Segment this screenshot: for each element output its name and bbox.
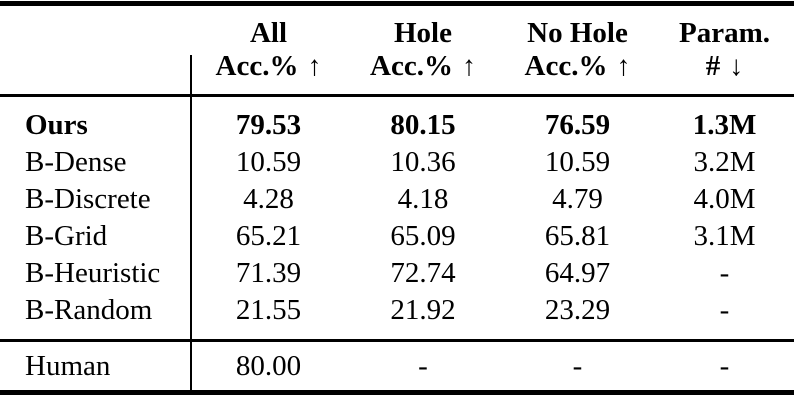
- row-b-random: B-Random 21.55 21.92 23.29 -: [0, 292, 794, 329]
- cell-no-hole-acc: -: [572, 349, 583, 382]
- row-b-discrete: B-Discrete 4.28 4.18 4.79 4.0M: [0, 181, 794, 218]
- cell-param-count: 3.2M: [693, 146, 756, 178]
- row-label: B-Grid: [25, 220, 108, 252]
- cell-no-hole-acc: 10.59: [544, 146, 611, 178]
- up-arrow-icon: ↑: [307, 51, 322, 82]
- row-human: Human 80.00 - - -: [0, 342, 794, 390]
- cell-hole-acc: 10.36: [390, 146, 456, 178]
- cell-hole-acc: 80.15: [390, 109, 456, 141]
- cell-all-acc: 65.21: [235, 220, 302, 252]
- down-arrow-icon: ↓: [729, 51, 744, 82]
- cell-param-count: 3.1M: [693, 220, 756, 252]
- column-subtitle: Acc.% ↑: [216, 50, 322, 83]
- row-label: Ours: [25, 109, 88, 141]
- row-b-grid: B-Grid 65.21 65.09 65.81 3.1M: [0, 218, 794, 255]
- cell-hole-acc: 72.74: [390, 257, 456, 289]
- cell-hole-acc: 21.92: [390, 294, 456, 326]
- cell-no-hole-acc: 76.59: [544, 109, 611, 141]
- header-column-hole: Hole Acc.% ↑: [346, 6, 500, 94]
- cell-param-count: 1.3M: [692, 109, 757, 141]
- row-label: Human: [25, 349, 111, 382]
- row-label: B-Heuristic: [25, 257, 161, 289]
- cell-all-acc: 21.55: [235, 294, 302, 326]
- header-divider-rule: [0, 94, 794, 97]
- cell-no-hole-acc: 23.29: [544, 294, 611, 326]
- metric-label: Acc.%: [524, 50, 608, 82]
- cell-all-acc: 4.28: [243, 183, 294, 215]
- row-label: B-Discrete: [25, 183, 151, 215]
- bottom-border-rule: [0, 390, 794, 395]
- cell-param-count: -: [719, 294, 730, 326]
- row-b-heuristic: B-Heuristic 71.39 72.74 64.97 -: [0, 255, 794, 292]
- row-b-dense: B-Dense 10.59 10.36 10.59 3.2M: [0, 144, 794, 181]
- header-column-param: Param. # ↓: [655, 6, 794, 94]
- row-ours: Ours 79.53 80.15 76.59 1.3M: [0, 107, 794, 144]
- up-arrow-icon: ↑: [461, 51, 476, 82]
- column-title: Param.: [679, 17, 770, 49]
- metric-label: Acc.%: [370, 50, 453, 82]
- column-title: All: [249, 17, 288, 49]
- row-label: B-Dense: [25, 146, 127, 178]
- cell-param-count: 4.0M: [693, 183, 756, 215]
- header-column-all: All Acc.% ↑: [191, 6, 346, 94]
- column-subtitle: # ↓: [706, 50, 744, 83]
- header-empty-cell: [0, 6, 191, 94]
- metric-label: Acc.%: [215, 50, 299, 82]
- column-title: Hole: [394, 17, 452, 49]
- cell-hole-acc: 4.18: [397, 183, 449, 215]
- top-border-rule: [0, 1, 794, 6]
- cell-hole-acc: -: [418, 349, 428, 382]
- metric-label: #: [705, 50, 721, 82]
- section-divider-rule: [0, 339, 794, 342]
- cell-all-acc: 80.00: [235, 349, 302, 382]
- cell-hole-acc: 65.09: [390, 220, 456, 252]
- column-divider-line: [190, 55, 192, 390]
- cell-param-count: -: [719, 349, 730, 382]
- table-body: Ours 79.53 80.15 76.59 1.3M B-Dense 10.5…: [0, 97, 794, 339]
- column-title: No Hole: [527, 17, 628, 49]
- header-column-no-hole: No Hole Acc.% ↑: [500, 6, 655, 94]
- cell-no-hole-acc: 64.97: [544, 257, 611, 289]
- cell-all-acc: 79.53: [235, 109, 302, 141]
- cell-all-acc: 71.39: [235, 257, 302, 289]
- column-subtitle: Acc.% ↑: [370, 50, 476, 83]
- table-header: All Acc.% ↑ Hole Acc.% ↑ No Hole Acc.% ↑…: [0, 6, 794, 94]
- cell-no-hole-acc: 65.81: [544, 220, 611, 252]
- column-subtitle: Acc.% ↑: [525, 50, 631, 83]
- cell-param-count: -: [719, 257, 730, 289]
- cell-no-hole-acc: 4.79: [552, 183, 603, 215]
- up-arrow-icon: ↑: [616, 51, 631, 82]
- row-label: B-Random: [25, 294, 153, 326]
- cell-all-acc: 10.59: [235, 146, 302, 178]
